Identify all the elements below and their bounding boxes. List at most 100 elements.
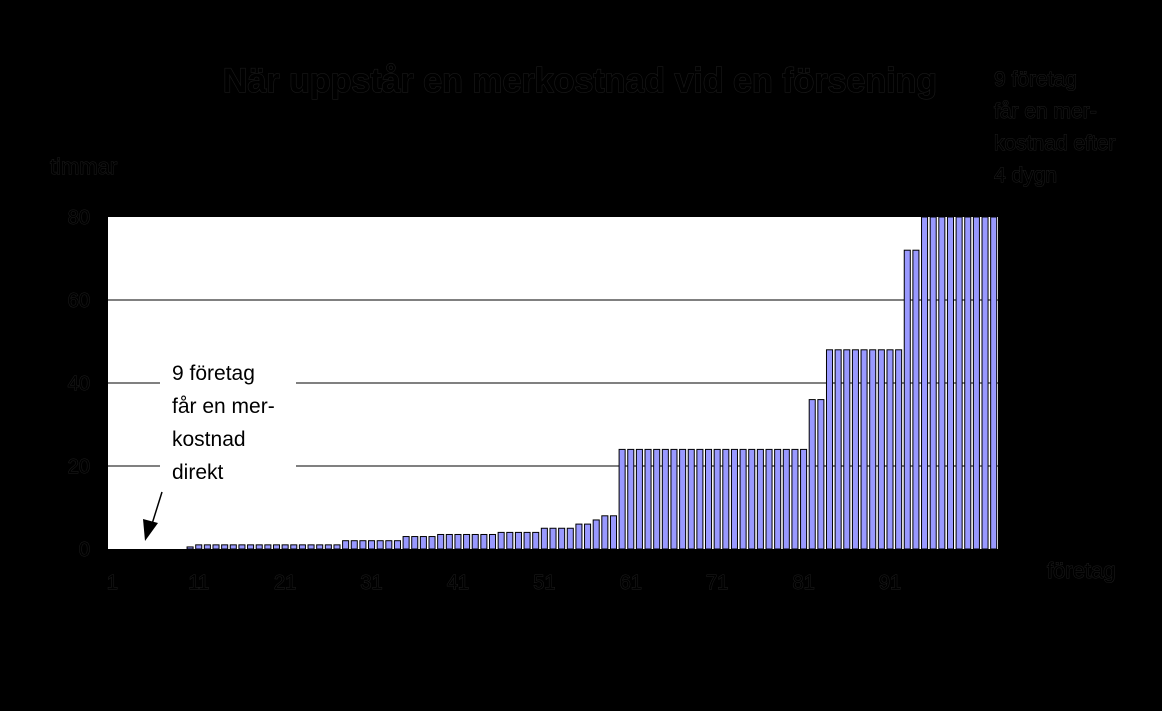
bar <box>411 536 419 550</box>
bar <box>316 544 324 550</box>
bar <box>938 216 946 550</box>
y-axis-label: timmar <box>50 154 117 179</box>
bar <box>800 448 808 550</box>
bar <box>635 448 643 550</box>
annotation-direct-line: 9 företag <box>172 362 255 385</box>
bar <box>247 544 255 550</box>
bar <box>964 216 972 550</box>
bar <box>601 515 609 550</box>
bar <box>566 527 574 550</box>
bar <box>264 544 272 550</box>
bar <box>609 515 618 550</box>
y-tick-labels: 0 20 40 60 80 <box>67 207 90 562</box>
bar <box>575 523 583 550</box>
bar <box>272 544 281 550</box>
bar <box>290 544 298 550</box>
bar <box>393 540 401 550</box>
bar <box>774 448 782 550</box>
bar <box>584 523 592 550</box>
annotation-direct-line: kostnad <box>172 428 246 451</box>
bar <box>627 448 635 550</box>
x-tick-label: 61 <box>620 572 642 594</box>
bar <box>817 399 825 550</box>
y-tick-label: 80 <box>68 207 90 229</box>
x-tick-label: 81 <box>792 572 814 594</box>
bar <box>921 216 929 550</box>
chart-title: När uppstår en merkostnad vid en förseni… <box>223 62 937 100</box>
bar <box>860 349 868 550</box>
x-tick-label: 31 <box>360 572 382 594</box>
bar <box>281 544 289 550</box>
y-tick-label: 0 <box>79 539 90 561</box>
bar <box>895 349 903 550</box>
annotation-direct: 9 företag får en mer- kostnad direkt <box>143 356 296 541</box>
bar <box>877 349 885 550</box>
bar <box>955 216 963 550</box>
bar <box>618 448 626 550</box>
bar <box>929 216 937 550</box>
x-tick-label: 21 <box>274 572 296 594</box>
bar <box>497 531 505 550</box>
bar <box>186 546 194 550</box>
annotation-direct-line: får en mer- <box>172 395 275 418</box>
bar <box>765 448 773 550</box>
bar <box>221 544 229 550</box>
x-tick-label: 11 <box>188 572 209 594</box>
annotation-delayed: 9 företag får en mer- kostnad efter 4 dy… <box>994 68 1116 188</box>
bars <box>186 216 998 550</box>
x-tick-label: 41 <box>447 572 469 594</box>
bar <box>825 349 834 550</box>
x-tick-label: 71 <box>706 572 728 594</box>
y-tick-label: 60 <box>68 290 90 312</box>
bar <box>886 349 894 550</box>
bar <box>376 540 384 550</box>
bar <box>229 544 237 550</box>
x-tick-labels: 1 11 21 31 41 51 61 71 81 91 <box>106 572 901 595</box>
x-tick-label: 51 <box>533 572 555 594</box>
bar <box>791 448 799 550</box>
annotation-delayed-line: 4 dygn <box>994 164 1057 187</box>
bar <box>471 533 479 550</box>
x-axis-label: företag <box>1047 558 1116 583</box>
bar <box>298 544 306 550</box>
bar <box>730 448 738 550</box>
bar <box>342 540 350 550</box>
bar <box>506 531 514 550</box>
bar <box>549 527 557 550</box>
bar <box>869 349 877 550</box>
bar <box>696 448 704 550</box>
x-tick-label: 91 <box>879 572 901 594</box>
annotation-arrow-head <box>143 519 158 541</box>
annotation-delayed-line: får en mer- <box>994 100 1097 123</box>
bar <box>488 533 497 550</box>
bar <box>713 448 721 550</box>
bar <box>972 216 980 550</box>
bar <box>307 544 315 550</box>
bar <box>454 533 462 550</box>
bar <box>679 448 687 550</box>
y-tick-label: 40 <box>68 373 90 395</box>
bar <box>592 519 600 550</box>
bar <box>419 536 427 550</box>
bar <box>540 527 548 550</box>
bar <box>437 533 445 550</box>
bar <box>670 448 678 550</box>
bar <box>748 448 756 550</box>
bar <box>402 536 410 550</box>
bar <box>912 249 920 550</box>
bar <box>843 349 851 550</box>
annotation-arrow <box>151 491 163 525</box>
bar <box>238 544 246 550</box>
bar <box>385 540 393 550</box>
bar <box>981 216 989 550</box>
bar <box>463 533 471 550</box>
bar <box>990 216 998 550</box>
bar <box>687 448 695 550</box>
bar <box>428 536 436 550</box>
annotation-delayed-line: kostnad efter <box>994 132 1115 155</box>
bar <box>255 544 263 550</box>
bar <box>359 540 367 550</box>
annotation-direct-background <box>160 356 296 486</box>
